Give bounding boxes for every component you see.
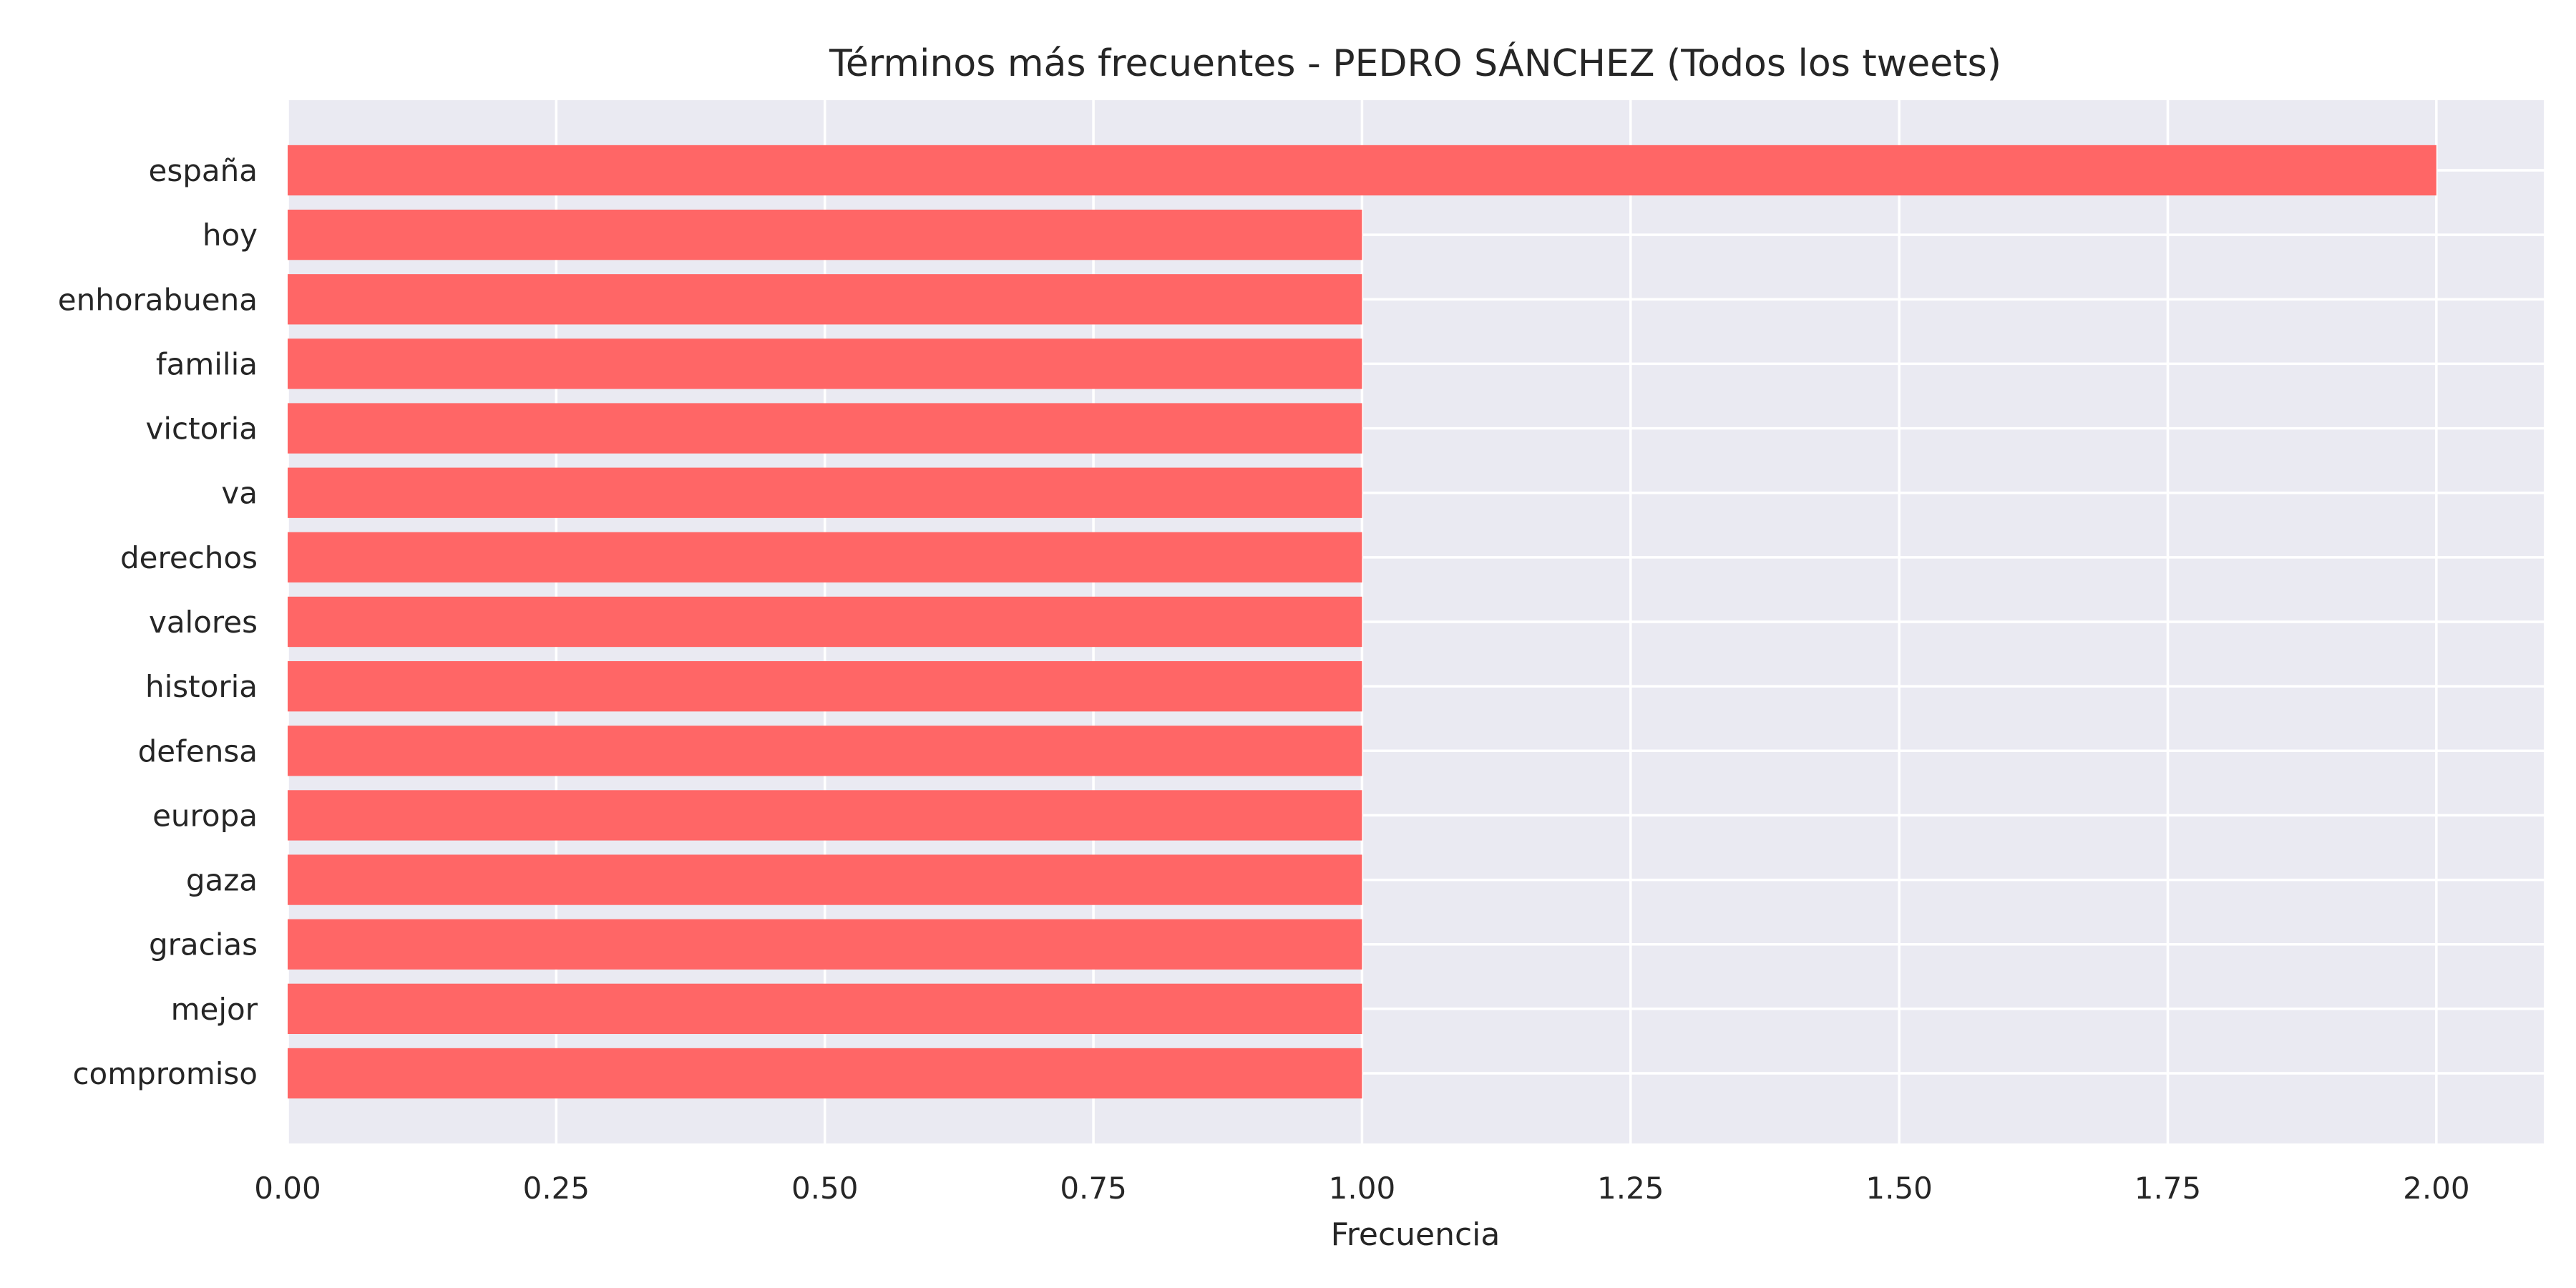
bar-enhorabuena <box>288 274 1362 325</box>
x-tick-labels: 0.00 0.25 0.50 0.75 1.00 1.25 1.50 1.75 2.00 <box>254 1171 2469 1206</box>
y-tick-label: gaza <box>186 863 258 898</box>
x-tick-label: 1.25 <box>1597 1171 1664 1206</box>
y-tick-label: hoy <box>203 218 258 253</box>
bar-derechos <box>288 532 1362 583</box>
y-tick-label: va <box>221 476 258 511</box>
bar-gaza <box>288 854 1362 905</box>
y-tick-label: familia <box>156 346 258 381</box>
x-tick-label: 1.50 <box>1865 1171 1933 1206</box>
bar-defensa <box>288 726 1362 776</box>
y-tick-label: defensa <box>138 733 258 769</box>
bar-europa <box>288 790 1362 841</box>
x-tick-label: 2.00 <box>2403 1171 2470 1206</box>
y-tick-label: españa <box>149 153 258 188</box>
y-tick-label: valores <box>149 605 258 640</box>
x-tick-label: 0.25 <box>523 1171 590 1206</box>
x-tick-label: 0.50 <box>791 1171 859 1206</box>
bar-familia <box>288 338 1362 389</box>
bar-va <box>288 467 1362 518</box>
x-tick-label: 0.00 <box>254 1171 321 1206</box>
y-tick-label: derechos <box>120 540 258 575</box>
y-tick-label: compromiso <box>72 1056 258 1091</box>
bar-compromiso <box>288 1048 1362 1099</box>
y-tick-label: europa <box>152 798 258 833</box>
x-tick-label: 1.75 <box>2135 1171 2202 1206</box>
y-tick-label: historia <box>145 669 258 704</box>
bar-hoy <box>288 209 1362 260</box>
bar-españa <box>288 145 2436 196</box>
bar-historia <box>288 660 1362 712</box>
chart-title: Términos más frecuentes - PEDRO SÁNCHEZ … <box>829 42 2001 85</box>
bars <box>288 145 2436 1099</box>
y-tick-labels: españa hoy enhorabuena familia victoria va der… <box>58 153 258 1091</box>
x-axis-label: Frecuencia <box>1331 1216 1501 1253</box>
y-tick-label: mejor <box>171 992 258 1027</box>
y-tick-label: gracias <box>149 927 258 962</box>
bar-gracias <box>288 919 1362 970</box>
bar-mejor <box>288 983 1362 1035</box>
y-tick-label: enhorabuena <box>58 282 258 317</box>
bar-valores <box>288 596 1362 648</box>
x-tick-label: 0.75 <box>1060 1171 1127 1206</box>
x-tick-label: 1.00 <box>1329 1171 1396 1206</box>
bar-victoria <box>288 403 1362 454</box>
y-tick-label: victoria <box>146 411 258 447</box>
